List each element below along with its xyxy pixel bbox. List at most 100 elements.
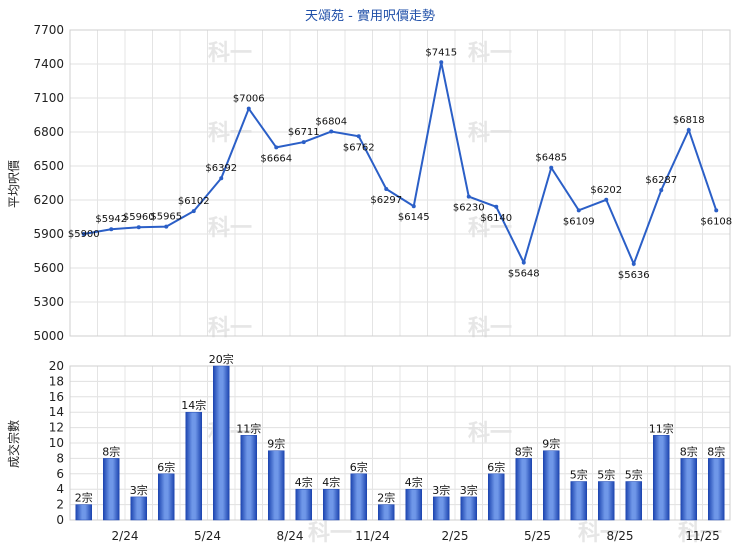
volume-bar [185,411,202,521]
price-point [494,204,499,209]
volume-bar-label: 2宗 [377,491,395,505]
volume-y-tick: 16 [49,390,64,404]
volume-bar-label: 11宗 [236,421,261,435]
price-data-label: $6109 [563,216,595,227]
volume-bar [433,496,450,521]
x-axis-tick: 2/25 [442,529,469,543]
volume-bar-label: 11宗 [649,421,674,435]
price-data-label: $5965 [150,212,182,223]
volume-y-tick: 20 [49,359,64,373]
volume-bar-label: 6宗 [157,460,175,474]
volume-y-axis-label: 成交宗數 [6,420,21,468]
price-point [659,188,664,193]
price-point [329,129,334,134]
volume-bar [158,473,175,521]
price-data-label: $5942 [95,214,127,225]
volume-bar [323,488,340,521]
price-data-label: $6818 [673,115,705,126]
price-data-label: $6392 [205,163,237,174]
volume-y-tick: 18 [49,374,64,388]
price-point [301,140,306,145]
price-data-label: $6664 [260,153,292,164]
volume-bar-label: 20宗 [209,352,234,366]
volume-bar [570,481,587,521]
price-data-label: $6202 [590,185,622,196]
price-point [219,176,224,181]
watermark-text: 科一 [468,216,512,241]
volume-bar [103,458,120,521]
price-line-plot: 5000 5300 5600 5900 6200 6500 6800 7100 7400 7700… [33,23,732,343]
price-data-label: $5636 [618,270,650,281]
watermark-text: 科一 [468,316,512,341]
x-axis-tick: 11/25 [685,529,720,543]
price-point [164,224,169,229]
price-point [411,204,416,209]
price-point [356,134,361,139]
watermark-text: 科一 [578,521,622,546]
volume-bar [680,458,697,521]
volume-bar-label: 4宗 [322,475,340,489]
price-data-label: $6804 [315,117,347,128]
volume-bar [625,481,642,521]
volume-bar-label: 9宗 [267,437,285,451]
price-y-tick: 7100 [33,91,64,105]
volume-bar [75,504,92,521]
price-point [631,261,636,266]
price-point [521,260,526,265]
price-data-label: $7006 [233,94,265,105]
volume-bar [488,473,505,521]
price-data-label: $5960 [123,212,155,223]
watermark-text: 科一 [208,41,252,66]
volume-bar-label: 3宗 [432,483,450,497]
price-y-tick: 6200 [33,193,64,207]
x-axis-tick: 5/24 [194,529,221,543]
price-data-label: $6711 [288,127,320,138]
volume-bar [460,496,477,521]
volume-y-tick: 8 [56,451,64,465]
watermark-text: 科一 [468,421,512,446]
price-data-label: $6230 [453,203,485,214]
volume-bar [130,496,147,521]
volume-y-tick: 12 [49,421,64,435]
volume-bar [268,450,285,521]
watermark-text: 科一 [468,121,512,146]
price-series-line [83,62,718,267]
x-axis-tick: 11/24 [355,529,390,543]
volume-bar [295,488,312,521]
volume-y-tick: 4 [56,482,64,496]
price-y-tick: 7400 [33,57,64,71]
watermark-text: 科一 [208,121,252,146]
x-axis-tick: 8/24 [277,529,304,543]
volume-bar-label: 8宗 [102,444,120,458]
price-point [466,194,471,199]
volume-bar-label: 5宗 [597,468,615,482]
price-data-label: $6297 [370,195,402,206]
price-y-tick: 5000 [33,329,64,343]
volume-bar [543,450,560,521]
volume-bar-label: 5宗 [570,468,588,482]
price-point [576,208,581,213]
volume-plot-frame [69,365,731,521]
volume-bar-label: 5宗 [625,468,643,482]
volume-bar-label: 9宗 [542,437,560,451]
watermark-text: 科一 [208,216,252,241]
volume-bar-label: 4宗 [295,475,313,489]
volume-bar [653,435,670,521]
price-data-label: $5900 [68,229,100,240]
volume-bar-label: 6宗 [350,460,368,474]
price-plot-frame [69,29,731,337]
price-point [136,225,141,230]
watermark-text: 科一 [208,316,252,341]
volume-bar [350,473,367,521]
price-point [686,127,691,132]
volume-bar-label: 8宗 [680,444,698,458]
price-data-label: $6287 [645,175,677,186]
price-y-axis-label: 平均呎價 [7,160,21,208]
price-y-tick: 7700 [33,23,64,37]
volume-y-tick: 14 [49,405,64,419]
watermark-text: 科一 [678,521,722,546]
volume-y-tick: 10 [49,436,64,450]
x-axis-tick: 2/24 [112,529,139,543]
volume-bar [598,481,615,521]
